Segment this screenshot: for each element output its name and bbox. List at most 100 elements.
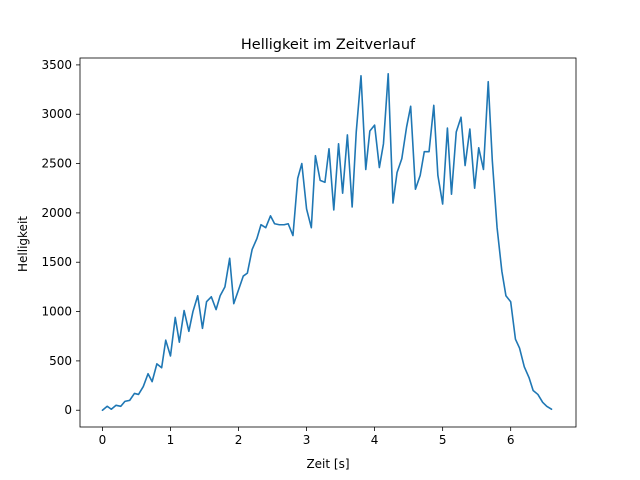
data-point <box>369 130 371 132</box>
x-tick-label: 0 <box>99 433 107 447</box>
data-point <box>260 224 262 226</box>
data-point <box>301 163 303 165</box>
data-point <box>134 393 136 395</box>
x-tick-label: 5 <box>439 433 447 447</box>
data-point <box>156 363 158 365</box>
data-point <box>455 131 457 133</box>
data-point <box>442 203 444 205</box>
data-point <box>274 223 276 225</box>
data-point <box>469 128 471 130</box>
data-point <box>464 165 466 167</box>
data-point <box>197 295 199 297</box>
data-point <box>124 401 126 403</box>
data-point <box>115 404 117 406</box>
x-axis-label: Zeit [s] <box>306 457 349 471</box>
data-point <box>487 81 489 83</box>
data-point <box>324 182 326 184</box>
data-point <box>379 167 381 169</box>
data-point <box>328 148 330 150</box>
data-point <box>183 310 185 312</box>
y-tick-label: 3000 <box>41 107 72 121</box>
data-point <box>279 224 281 226</box>
data-point <box>460 116 462 118</box>
data-point <box>238 289 240 291</box>
data-point <box>505 295 507 297</box>
data-point <box>247 272 249 274</box>
data-point <box>147 373 149 375</box>
data-point <box>292 235 294 237</box>
data-point <box>283 224 285 226</box>
data-point <box>215 309 217 311</box>
data-point <box>428 151 430 153</box>
data-point <box>256 238 258 240</box>
data-point <box>551 408 553 410</box>
data-point <box>347 134 349 136</box>
data-point <box>270 215 272 217</box>
data-point <box>338 143 340 145</box>
data-point <box>406 126 408 128</box>
data-point <box>306 208 308 210</box>
x-tick-label: 1 <box>167 433 175 447</box>
data-point <box>374 124 376 126</box>
data-point <box>515 338 517 340</box>
data-point <box>546 405 548 407</box>
data-point <box>451 193 453 195</box>
data-point <box>355 131 357 133</box>
data-point <box>387 73 389 75</box>
data-point <box>219 295 221 297</box>
data-point <box>242 275 244 277</box>
data-point <box>542 402 544 404</box>
data-point <box>433 105 435 107</box>
y-tick-label: 1500 <box>41 255 72 269</box>
data-point <box>419 175 421 177</box>
data-point <box>129 400 131 402</box>
y-axis-label: Helligkeit <box>16 216 30 272</box>
data-point <box>315 155 317 157</box>
data-point <box>383 143 385 145</box>
data-point <box>174 317 176 319</box>
data-point <box>519 347 521 349</box>
data-point <box>478 147 480 149</box>
data-point <box>120 405 122 407</box>
data-point <box>333 209 335 211</box>
data-point <box>211 296 213 298</box>
series-line-0 <box>101 72 553 412</box>
data-point <box>447 127 449 129</box>
data-point <box>106 405 108 407</box>
data-point <box>528 377 530 379</box>
x-tick-label: 3 <box>303 433 311 447</box>
data-point <box>496 227 498 229</box>
data-point <box>365 169 367 171</box>
data-point <box>483 169 485 171</box>
data-point <box>297 178 299 180</box>
y-tick-label: 1000 <box>41 305 72 319</box>
data-point <box>311 227 313 229</box>
data-point <box>474 187 476 189</box>
data-point <box>532 390 534 392</box>
data-point <box>537 394 539 396</box>
data-point <box>396 172 398 174</box>
data-point <box>151 381 153 383</box>
data-point <box>192 311 194 313</box>
data-point <box>523 366 525 368</box>
data-point <box>492 160 494 162</box>
y-tick-label: 0 <box>64 403 72 417</box>
data-point <box>265 227 267 229</box>
data-point <box>179 341 181 343</box>
y-tick-label: 3500 <box>41 58 72 72</box>
data-point <box>233 303 235 305</box>
plot-area: 0 1 2 3 4 5 6 0 500 1000 1500 2000 2500 3000 3500 <box>41 57 577 447</box>
data-point <box>342 192 344 194</box>
data-point <box>401 158 403 160</box>
axes-frame <box>79 57 577 428</box>
data-point <box>102 409 104 411</box>
x-tick-label: 4 <box>371 433 379 447</box>
data-point <box>165 339 167 341</box>
data-point <box>142 386 144 388</box>
x-tick-label: 6 <box>507 433 515 447</box>
data-point <box>392 202 394 204</box>
y-tick-label: 2000 <box>41 206 72 220</box>
data-point <box>287 223 289 225</box>
y-tick-label: 500 <box>49 354 72 368</box>
